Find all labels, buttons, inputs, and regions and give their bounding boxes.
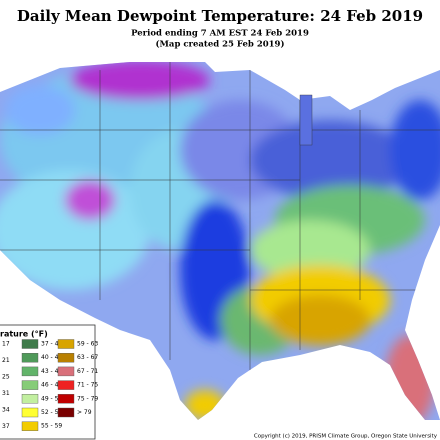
- legend-label: 71 - 75: [77, 382, 98, 389]
- legend-label: 25: [2, 374, 10, 381]
- legend-label: 75 - 79: [77, 395, 98, 402]
- legend-label: 17: [2, 341, 10, 348]
- title: Daily Mean Dewpoint Temperature: 24 Feb …: [17, 7, 423, 25]
- legend-swatch: [57, 366, 75, 377]
- legend-swatch: [57, 394, 75, 404]
- subtitle: Period ending 7 AM EST 24 Feb 2019: [131, 29, 309, 39]
- map-area: [0, 62, 440, 420]
- legend-swatch: [57, 339, 75, 349]
- legend-label: 49 - 52: [41, 395, 62, 402]
- legend-swatch: [57, 353, 75, 363]
- legend-label: 55 - 59: [41, 423, 62, 430]
- legend-label: 34: [2, 407, 10, 414]
- legend-label: 37 - 40: [41, 341, 62, 348]
- legend-swatch: [57, 407, 75, 418]
- legend-label: 52 - 55: [41, 409, 62, 416]
- copyright: Copyright (c) 2019, PRISM Climate Group,…: [254, 434, 438, 440]
- legend-label: 40 - 43: [41, 354, 62, 361]
- legend-swatch: [21, 366, 39, 377]
- legend-label: 46 - 49: [41, 382, 62, 389]
- legend-label: 63 - 67: [77, 354, 98, 361]
- legend-label: 59 - 63: [77, 341, 98, 348]
- legend-label: > 79: [77, 409, 92, 416]
- legend-swatch: [21, 421, 39, 431]
- lake: [299, 94, 313, 146]
- legend-swatch: [21, 407, 39, 418]
- legend-label: 67 - 71: [77, 368, 98, 375]
- legend-swatch: [21, 394, 39, 404]
- legend-label: 21: [2, 357, 10, 364]
- legend-box: [0, 324, 96, 440]
- legend-swatch: [21, 339, 39, 349]
- legend-swatch: [21, 380, 39, 390]
- legend-label: 31: [2, 390, 10, 397]
- legend-title: rature (°F): [0, 330, 48, 339]
- note: (Map created 25 Feb 2019): [156, 39, 285, 50]
- legend-label: 43 - 46: [41, 368, 62, 375]
- legend-swatch: [21, 353, 39, 363]
- legend-label: 37: [2, 423, 10, 430]
- legend-swatch: [57, 380, 75, 390]
